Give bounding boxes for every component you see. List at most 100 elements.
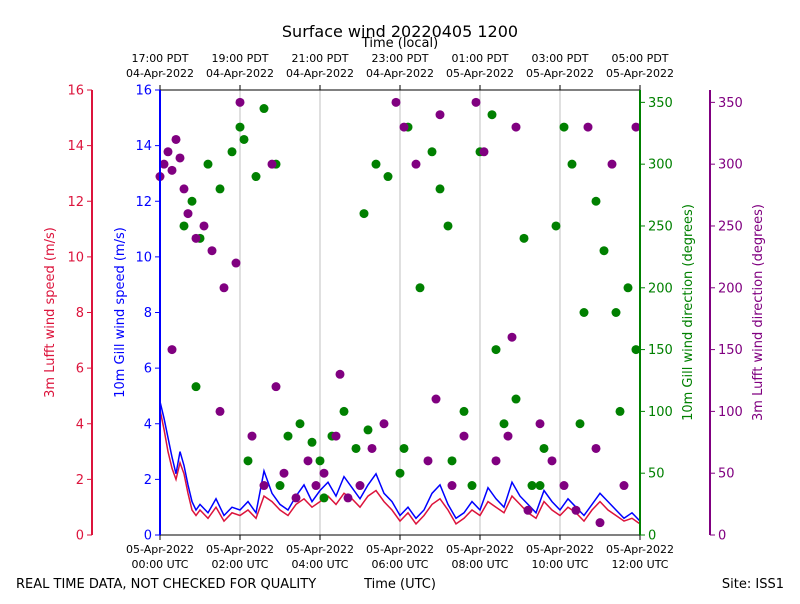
10m-gill-wind-direction-point (315, 456, 325, 466)
3m-lufft-wind-direction-point (215, 406, 225, 416)
10m-gill-wind-direction-point (371, 159, 381, 169)
3m-lufft-wind-direction-point (207, 246, 217, 256)
3m-lufft-wind-direction-point (259, 481, 269, 491)
top-tick-label-time: 21:00 PDT (291, 52, 348, 65)
bottom-tick-label-time: 04:00 UTC (291, 558, 348, 571)
3m-lufft-wind-direction-point (435, 110, 445, 120)
10m-gill-wind-direction-point (459, 406, 469, 416)
gill-speed-axis-tick-label: 10 (135, 250, 152, 265)
footer-disclaimer: REAL TIME DATA, NOT CHECKED FOR QUALITY (16, 577, 316, 592)
10m-gill-wind-direction-point (399, 443, 409, 453)
lufft-speed-axis-tick-label: 10 (67, 250, 84, 265)
10m-gill-wind-speed-line (159, 401, 641, 522)
top-tick-label-time: 17:00 PDT (131, 52, 188, 65)
gill-speed-axis-tick-label: 4 (144, 417, 152, 432)
gill-speed-axis-tick-label: 6 (144, 362, 152, 377)
10m-gill-wind-direction-point (499, 419, 509, 429)
3m-lufft-wind-direction-point (583, 122, 593, 132)
lufft-direction-axis-tick-label: 50 (718, 467, 735, 482)
3m-lufft-wind-direction-point (631, 122, 641, 132)
10m-gill-wind-direction-point (611, 308, 621, 317)
3m-lufft-wind-direction-point (179, 184, 189, 194)
top-tick-label-time: 19:00 PDT (211, 52, 268, 65)
3m-lufft-wind-direction-point (423, 456, 433, 466)
bottom-tick-label-date: 05-Apr-2022 (526, 543, 594, 556)
10m-gill-wind-direction-point (491, 345, 501, 355)
3m-lufft-wind-direction-point (343, 493, 353, 503)
gill-direction-axis-tick-label: 0 (648, 529, 656, 544)
lufft-speed-axis-tick-label: 8 (76, 306, 84, 321)
10m-gill-wind-direction-point (359, 209, 369, 219)
10m-gill-wind-direction-point (319, 493, 329, 503)
gill-direction-axis-tick-label: 100 (648, 405, 673, 420)
3m-lufft-wind-direction-point (191, 233, 201, 243)
3m-lufft-wind-direction-point (279, 468, 289, 478)
3m-lufft-wind-direction-point (571, 505, 581, 515)
10m-gill-wind-direction-point (551, 221, 561, 231)
top-tick-label-time: 01:00 PDT (451, 52, 508, 65)
10m-gill-wind-direction-point (591, 196, 601, 206)
3m-lufft-wind-direction-point (447, 481, 457, 491)
10m-gill-wind-direction-point (295, 419, 305, 429)
10m-gill-wind-direction-point (511, 394, 521, 404)
10m-gill-wind-direction-point (351, 443, 361, 453)
10m-gill-wind-direction-point (447, 456, 457, 466)
gill-speed-axis-tick-label: 12 (135, 195, 152, 210)
3m-lufft-wind-direction-point (175, 153, 185, 163)
gill-direction-axis-tick-label: 200 (648, 281, 673, 296)
3m-lufft-wind-direction-point (247, 431, 257, 441)
10m-gill-wind-direction-point (519, 233, 529, 243)
top-tick-label-time: 23:00 PDT (371, 52, 428, 65)
lufft-speed-axis-tick-label: 12 (67, 195, 84, 210)
3m-lufft-wind-direction-point (367, 443, 377, 453)
lufft-speed-axis-tick-label: 0 (76, 529, 84, 544)
3m-lufft-wind-direction-point (199, 221, 209, 231)
plot-layer: 05-Apr-2022 00:00 UTC 05-Apr-2022 02:00 UTC… (43, 52, 766, 571)
10m-gill-wind-direction-point (275, 481, 285, 491)
3m-lufft-wind-direction-point (303, 456, 313, 466)
10m-gill-wind-direction-point (575, 419, 585, 429)
3m-lufft-wind-direction-point (479, 147, 489, 157)
bottom-tick-label-date: 05-Apr-2022 (366, 543, 434, 556)
10m-gill-wind-direction-point (615, 406, 625, 416)
10m-gill-wind-direction-point (623, 283, 633, 293)
3m-lufft-wind-direction-point (559, 481, 569, 491)
footer-site: Site: ISS1 (722, 577, 784, 592)
3m-lufft-wind-direction-point (399, 122, 409, 132)
chart-title: Surface wind 20220405 1200 (282, 22, 518, 41)
bottom-tick-label-date: 05-Apr-2022 (606, 543, 674, 556)
top-tick-label-date: 05-Apr-2022 (446, 67, 514, 80)
top-tick-label-date: 04-Apr-2022 (366, 67, 434, 80)
3m-lufft-wind-direction-point (607, 159, 617, 169)
bottom-tick-label-date: 05-Apr-2022 (446, 543, 514, 556)
10m-gill-wind-direction-point (395, 468, 405, 478)
3m-lufft-wind-direction-point (355, 481, 365, 491)
10m-gill-wind-direction-point (339, 406, 349, 416)
3m-lufft-wind-direction-point (219, 283, 229, 293)
3m-lufft-wind-direction-point (619, 481, 629, 491)
3m-lufft-wind-direction-point (183, 209, 193, 219)
gill-direction-axis-tick-label: 350 (648, 96, 673, 111)
10m-gill-wind-direction-point (487, 110, 497, 120)
top-tick-label-date: 05-Apr-2022 (606, 67, 674, 80)
top-tick-label-time: 03:00 PDT (531, 52, 588, 65)
bottom-tick-label-date: 05-Apr-2022 (286, 543, 354, 556)
lufft-speed-axis-label: 3m Lufft wind speed (m/s) (43, 227, 58, 398)
lufft-direction-axis-tick-label: 200 (718, 281, 743, 296)
lufft-speed-axis-tick-label: 4 (76, 417, 84, 432)
gill-speed-axis-label: 10m Gill wind speed (m/s) (113, 227, 128, 398)
bottom-tick-label-date: 05-Apr-2022 (126, 543, 194, 556)
lufft-direction-axis-tick-label: 250 (718, 219, 743, 234)
10m-gill-wind-direction-point (559, 122, 569, 132)
gill-speed-axis-tick-label: 14 (135, 139, 152, 154)
3m-lufft-wind-direction-point (235, 97, 245, 107)
3m-lufft-wind-direction-point (271, 382, 281, 392)
gill-speed-axis-tick-label: 0 (144, 529, 152, 544)
10m-gill-wind-direction-point (283, 431, 293, 441)
top-tick-label-time: 05:00 PDT (611, 52, 668, 65)
3m-lufft-wind-direction-point (231, 258, 241, 268)
10m-gill-wind-direction-point (435, 184, 445, 194)
3m-lufft-wind-direction-point (547, 456, 557, 466)
10m-gill-wind-direction-point (415, 283, 425, 293)
